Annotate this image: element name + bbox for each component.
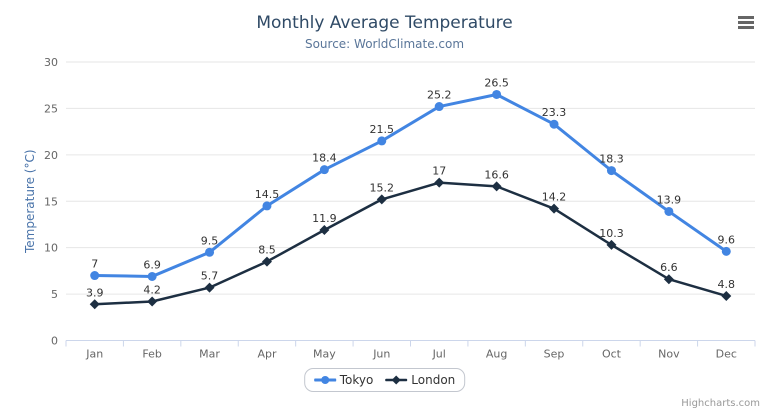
y-axis-tick-label: 25 <box>44 102 58 115</box>
data-label: 6.6 <box>660 261 678 274</box>
hamburger-menu-icon <box>738 26 754 29</box>
series-line-london <box>93 181 728 306</box>
x-axis-tick-label: Feb <box>142 348 161 361</box>
data-label: 6.9 <box>143 258 161 271</box>
x-axis-tick-label: Sep <box>544 348 565 361</box>
data-point-london[interactable] <box>204 282 215 293</box>
x-axis-tick-label: Aug <box>486 348 507 361</box>
data-label: 9.6 <box>718 233 736 246</box>
data-point-tokyo[interactable] <box>664 206 674 216</box>
data-label: 18.3 <box>599 153 624 166</box>
data-point-london[interactable] <box>663 274 674 285</box>
data-label: 18.4 <box>312 152 337 165</box>
data-label: 4.2 <box>143 284 161 297</box>
data-label: 7 <box>91 258 98 271</box>
x-axis-tick-label: Jun <box>372 348 390 361</box>
data-point-tokyo[interactable] <box>262 201 272 211</box>
data-label: 3.9 <box>86 286 104 299</box>
data-label: 4.8 <box>718 278 736 291</box>
data-label: 9.5 <box>201 234 219 247</box>
legend-item-london[interactable]: London <box>385 373 455 387</box>
y-axis-title: Temperature (°C) <box>23 149 37 254</box>
data-point-london[interactable] <box>721 290 732 301</box>
data-label: 25.2 <box>427 89 452 102</box>
x-axis-tick-label: Jul <box>432 348 446 361</box>
legend-marker-tokyo <box>313 376 336 384</box>
y-axis-tick-label: 20 <box>44 149 58 162</box>
data-label: 11.9 <box>312 212 337 225</box>
y-axis-tick-label: 30 <box>44 56 58 69</box>
data-label: 23.3 <box>542 106 567 119</box>
legend: Tokyo London <box>303 368 466 392</box>
data-point-tokyo[interactable] <box>606 166 616 176</box>
data-label: 10.3 <box>599 227 624 240</box>
x-axis-tick-label: Nov <box>658 348 680 361</box>
hamburger-menu-icon <box>738 21 754 24</box>
data-label: 5.7 <box>201 270 219 283</box>
x-axis-tick-label: May <box>313 348 336 361</box>
x-axis-tick-label: Jan <box>85 348 103 361</box>
data-point-tokyo[interactable] <box>492 89 502 99</box>
legend-label-tokyo: Tokyo <box>339 373 374 387</box>
data-label: 15.2 <box>370 181 395 194</box>
data-point-london[interactable] <box>147 296 158 307</box>
data-point-london[interactable] <box>491 181 502 192</box>
data-point-tokyo[interactable] <box>721 246 731 256</box>
x-axis-tick-label: Oct <box>602 348 622 361</box>
data-label: 13.9 <box>657 193 682 206</box>
data-point-tokyo[interactable] <box>377 136 387 146</box>
data-point-london[interactable] <box>376 194 387 205</box>
data-point-tokyo[interactable] <box>319 165 329 175</box>
y-axis-tick-label: 10 <box>44 242 58 255</box>
legend-marker-circle <box>320 376 329 384</box>
data-label: 26.5 <box>484 76 509 89</box>
y-axis-tick-label: 15 <box>44 195 58 208</box>
y-axis-tick-label: 0 <box>51 335 58 348</box>
data-label: 8.5 <box>258 244 276 257</box>
data-point-london[interactable] <box>261 256 272 267</box>
data-point-london[interactable] <box>606 239 617 250</box>
x-axis-tick-label: Apr <box>257 348 277 361</box>
data-label: 14.5 <box>255 188 280 201</box>
series-line-tokyo <box>93 92 728 278</box>
credits-link[interactable]: Highcharts.com <box>681 398 760 409</box>
data-point-london[interactable] <box>89 299 100 310</box>
data-label: 21.5 <box>370 123 395 136</box>
data-label: 14.2 <box>542 191 567 204</box>
legend-marker-london <box>385 375 408 385</box>
data-label: 16.6 <box>484 168 509 181</box>
chart-subtitle: Source: WorldClimate.com <box>304 37 465 51</box>
data-point-tokyo[interactable] <box>549 119 559 129</box>
x-axis-tick-label: Mar <box>199 348 220 361</box>
legend-item-tokyo[interactable]: Tokyo <box>313 373 374 387</box>
chart-title: Monthly Average Temperature <box>256 13 513 33</box>
hamburger-menu-icon <box>738 16 754 19</box>
data-point-tokyo[interactable] <box>205 247 215 257</box>
data-point-tokyo[interactable] <box>90 271 100 281</box>
x-axis-tick-label: Dec <box>716 348 737 361</box>
legend-label-london: London <box>411 373 456 387</box>
data-point-tokyo[interactable] <box>434 102 444 112</box>
data-point-london[interactable] <box>319 225 330 236</box>
legend-marker-diamond <box>391 375 401 385</box>
data-point-tokyo[interactable] <box>147 271 157 281</box>
data-point-london[interactable] <box>549 203 560 214</box>
data-label: 17 <box>432 165 446 178</box>
context-menu-button[interactable] <box>738 16 755 29</box>
data-point-london[interactable] <box>434 177 445 188</box>
y-axis-tick-label: 5 <box>51 288 58 301</box>
